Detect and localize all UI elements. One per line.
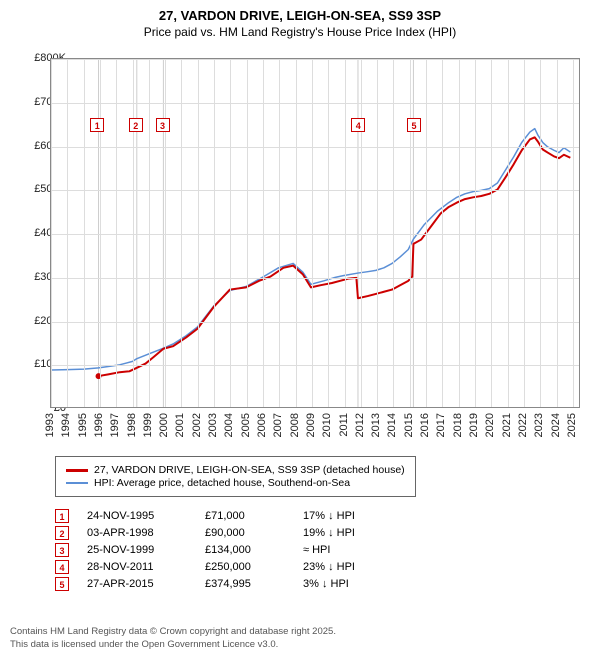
x-tick-label: 2001 [174, 413, 186, 437]
x-tick-label: 2017 [435, 413, 447, 437]
chart-marker-3: 3 [156, 118, 170, 132]
transaction-price: £71,000 [205, 510, 285, 522]
transaction-marker: 3 [55, 543, 69, 557]
x-tick-label: 2013 [370, 413, 382, 437]
x-tick-label: 1999 [142, 413, 154, 437]
legend-row: 27, VARDON DRIVE, LEIGH-ON-SEA, SS9 3SP … [66, 464, 405, 476]
x-tick-label: 1997 [109, 413, 121, 437]
x-tick-label: 1993 [44, 413, 56, 437]
chart-subtitle: Price paid vs. HM Land Registry's House … [0, 25, 600, 39]
x-tick-label: 2007 [272, 413, 284, 437]
x-tick-label: 1998 [126, 413, 138, 437]
legend-swatch [66, 482, 88, 484]
chart-marker-4: 4 [351, 118, 365, 132]
chart-marker-5: 5 [407, 118, 421, 132]
legend: 27, VARDON DRIVE, LEIGH-ON-SEA, SS9 3SP … [55, 456, 416, 497]
transaction-date: 28-NOV-2011 [87, 561, 187, 573]
x-tick-label: 2002 [191, 413, 203, 437]
transaction-date: 27-APR-2015 [87, 578, 187, 590]
x-tick-label: 2009 [305, 413, 317, 437]
x-tick-label: 2011 [338, 413, 350, 437]
x-tick-label: 2012 [354, 413, 366, 437]
footer-line-2: This data is licensed under the Open Gov… [10, 639, 336, 652]
x-tick-label: 2000 [158, 413, 170, 437]
transaction-row: 3 25-NOV-1999 £134,000 ≈ HPI [55, 543, 403, 557]
transaction-note: 3% ↓ HPI [303, 578, 403, 590]
transaction-note: 19% ↓ HPI [303, 527, 403, 539]
transaction-marker: 5 [55, 577, 69, 591]
plot-area [50, 58, 580, 408]
footer-attribution: Contains HM Land Registry data © Crown c… [10, 626, 336, 652]
x-tick-label: 1994 [60, 413, 72, 437]
x-tick-label: 2024 [550, 413, 562, 437]
legend-label: HPI: Average price, detached house, Sout… [94, 477, 350, 489]
legend-swatch [66, 469, 88, 472]
x-tick-label: 2015 [403, 413, 415, 437]
x-tick-label: 2020 [484, 413, 496, 437]
transaction-price: £250,000 [205, 561, 285, 573]
chart-marker-2: 2 [129, 118, 143, 132]
x-tick-label: 2005 [240, 413, 252, 437]
transaction-price: £90,000 [205, 527, 285, 539]
transaction-price: £134,000 [205, 544, 285, 556]
transaction-date: 03-APR-1998 [87, 527, 187, 539]
transaction-marker: 2 [55, 526, 69, 540]
transaction-row: 2 03-APR-1998 £90,000 19% ↓ HPI [55, 526, 403, 540]
x-tick-label: 2018 [452, 413, 464, 437]
transaction-date: 25-NOV-1999 [87, 544, 187, 556]
transaction-note: ≈ HPI [303, 544, 403, 556]
x-tick-label: 2004 [223, 413, 235, 437]
transactions-table: 1 24-NOV-1995 £71,000 17% ↓ HPI 2 03-APR-1998… [55, 506, 403, 594]
transaction-note: 17% ↓ HPI [303, 510, 403, 522]
x-tick-label: 2023 [533, 413, 545, 437]
transaction-marker: 1 [55, 509, 69, 523]
transaction-note: 23% ↓ HPI [303, 561, 403, 573]
chart-container: 27, VARDON DRIVE, LEIGH-ON-SEA, SS9 3SP … [0, 8, 600, 658]
x-tick-label: 2003 [207, 413, 219, 437]
legend-label: 27, VARDON DRIVE, LEIGH-ON-SEA, SS9 3SP … [94, 464, 405, 476]
x-tick-label: 2014 [386, 413, 398, 437]
transaction-row: 1 24-NOV-1995 £71,000 17% ↓ HPI [55, 509, 403, 523]
chart-svg [51, 59, 579, 407]
chart-title: 27, VARDON DRIVE, LEIGH-ON-SEA, SS9 3SP [0, 8, 600, 23]
transaction-row: 5 27-APR-2015 £374,995 3% ↓ HPI [55, 577, 403, 591]
x-tick-label: 2025 [566, 413, 578, 437]
transaction-price: £374,995 [205, 578, 285, 590]
x-tick-label: 2010 [321, 413, 333, 437]
legend-row: HPI: Average price, detached house, Sout… [66, 477, 405, 489]
x-tick-label: 1995 [77, 413, 89, 437]
footer-line-1: Contains HM Land Registry data © Crown c… [10, 626, 336, 639]
transaction-date: 24-NOV-1995 [87, 510, 187, 522]
x-tick-label: 2019 [468, 413, 480, 437]
transaction-row: 4 28-NOV-2011 £250,000 23% ↓ HPI [55, 560, 403, 574]
x-tick-label: 2008 [289, 413, 301, 437]
x-tick-label: 2006 [256, 413, 268, 437]
x-tick-label: 2021 [501, 413, 513, 437]
transaction-marker: 4 [55, 560, 69, 574]
chart-marker-1: 1 [90, 118, 104, 132]
x-tick-label: 1996 [93, 413, 105, 437]
x-tick-label: 2022 [517, 413, 529, 437]
x-tick-label: 2016 [419, 413, 431, 437]
